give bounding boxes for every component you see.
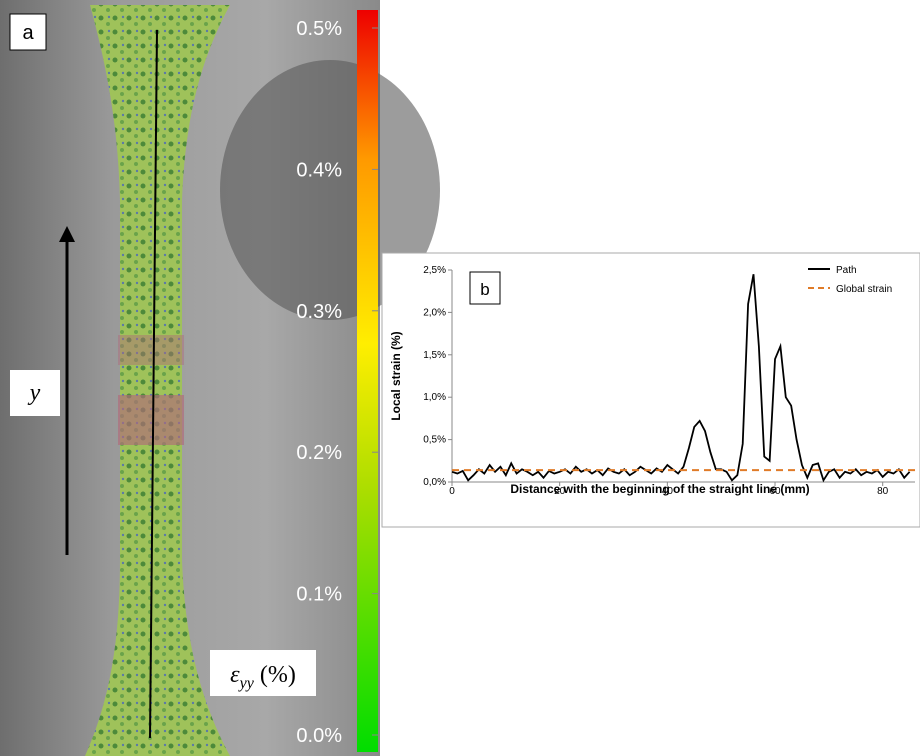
panel-label: a [22,22,34,44]
specimen [85,5,230,756]
symbol: ε [230,662,240,688]
colorbar-tick-label: 0.5% [296,18,342,40]
x-tick-label: 40 [662,486,674,497]
colorbar-tick-label: 0.3% [296,301,342,323]
y-tick-label: 0,5% [423,435,446,446]
x-tick-label: 0 [449,486,455,497]
y-tick-label: 1,0% [423,392,446,403]
label-box [9,13,47,51]
label-box [210,650,316,696]
strain-zone [118,395,184,445]
y-tick-label: 0,0% [423,477,446,488]
y-tick-label: 2,0% [423,307,446,318]
arrow-head [59,226,75,242]
label-box [469,271,501,305]
legend-label: Global strain [836,284,892,295]
colorbar-tick-label: 0.1% [296,584,342,606]
colorbar-label: εyy (%) [230,662,296,692]
legend-label: Path [836,265,857,276]
strain-zone [118,335,184,365]
x-tick-label: 60 [769,486,781,497]
subscript: yy [238,675,255,692]
x-tick-label: 80 [877,486,889,497]
colorbar-tick-label: 0.0% [296,725,342,747]
path-line [149,29,158,739]
y-tick-label: 2,5% [423,265,446,276]
colorbar-tick-label: 0.2% [296,442,342,464]
colorbar [357,10,378,752]
x-axis-label: Distance with the beginning of the strai… [510,482,809,496]
x-tick-label: 20 [554,486,566,497]
colorbar-tick-label: 0.4% [296,159,342,181]
y-tick-label: 1,5% [423,350,446,361]
panel-a: a y εyy (%) 0.5% 0.4% 0.3% 0.2% 0.1% 0.0% [0,0,440,756]
unit: (%) [254,662,296,688]
y-axis-label: Local strain (%) [389,331,403,420]
label-box [10,370,60,416]
panel-label: b [480,280,489,299]
axis-label: y [28,380,41,406]
panel-b: b Distance with the beginning of the str… [381,252,920,528]
